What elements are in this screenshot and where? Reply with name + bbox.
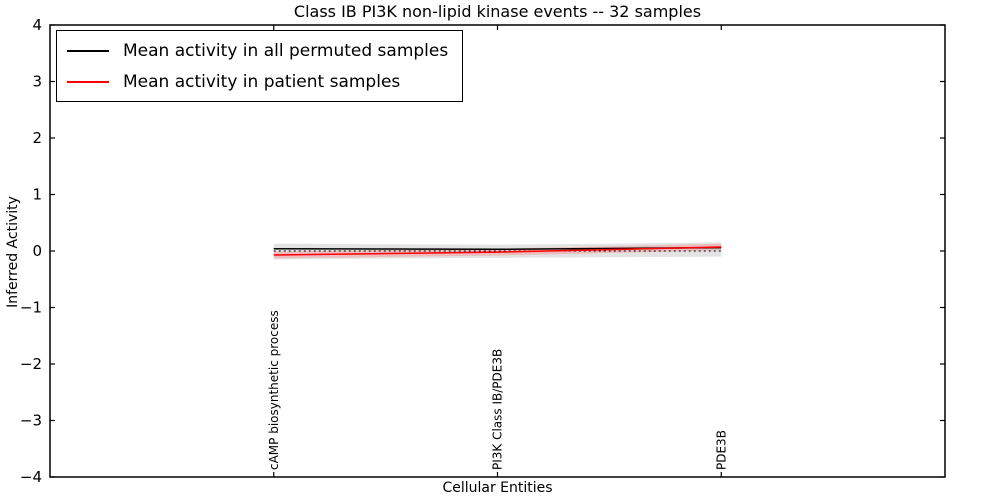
y-axis-label: Inferred Activity	[5, 196, 21, 308]
legend-line-swatch-patient	[67, 80, 109, 83]
y-tick-label: −4	[20, 468, 42, 486]
confidence-band	[273, 243, 722, 259]
legend-item: Mean activity in patient samples	[67, 68, 448, 95]
y-tick-label: 2	[32, 129, 42, 147]
legend-label-patient: Mean activity in patient samples	[123, 71, 401, 92]
x-tick-label: cAMP biosynthetic process	[267, 310, 281, 470]
legend-line-swatch-permuted	[67, 49, 109, 52]
y-tick-label: −3	[20, 412, 42, 430]
x-tick-label: PI3K Class IB/PDE3B	[491, 349, 505, 470]
legend-item: Mean activity in all permuted samples	[67, 37, 448, 64]
chart-title: Class IB PI3K non-lipid kinase events --…	[293, 2, 702, 21]
y-tick-label: 1	[32, 186, 42, 204]
y-tick-label: 0	[32, 242, 42, 260]
y-tick-label: 3	[32, 73, 42, 91]
x-axis-label: Cellular Entities	[442, 480, 553, 496]
y-tick-label: −2	[20, 355, 42, 373]
x-tick-label: PDE3B	[714, 430, 728, 470]
legend: Mean activity in all permuted samples Me…	[56, 30, 464, 102]
confidence-band	[273, 242, 722, 260]
legend-label-permuted: Mean activity in all permuted samples	[123, 40, 449, 61]
y-tick-label: −1	[20, 299, 42, 317]
y-tick-label: 4	[32, 16, 42, 34]
series-line	[273, 246, 722, 256]
